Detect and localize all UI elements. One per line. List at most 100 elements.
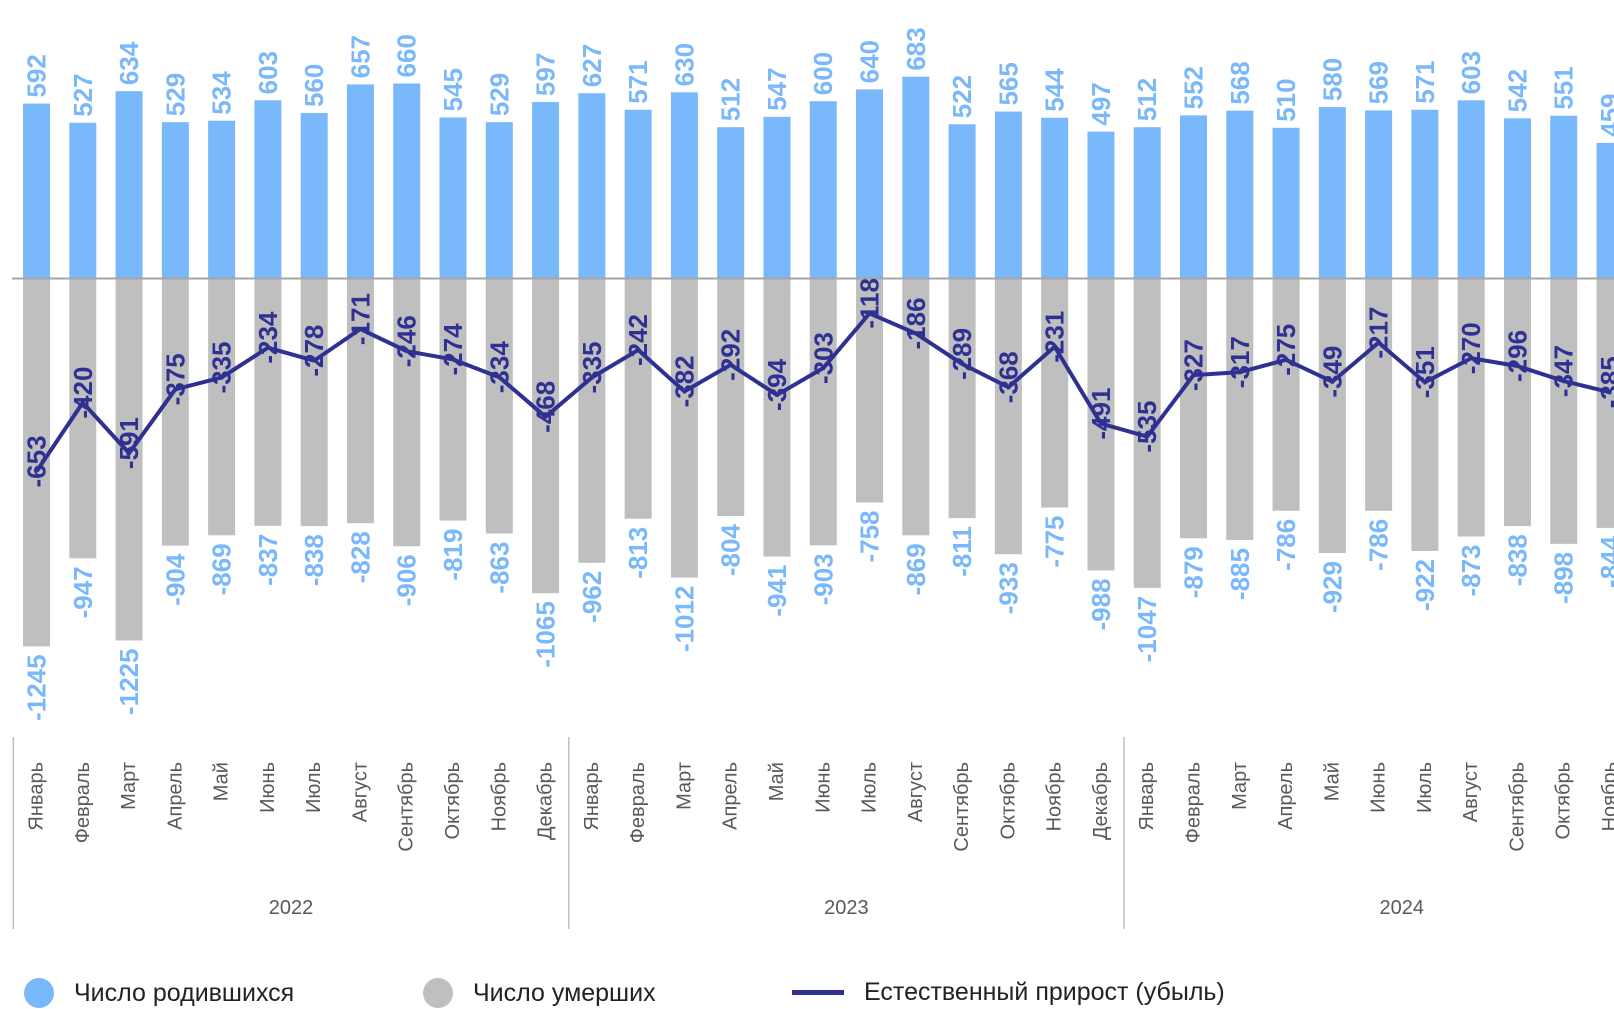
month-label: Апрель bbox=[1275, 762, 1297, 830]
birth-value-label: 534 bbox=[207, 71, 237, 115]
birth-value-label: 569 bbox=[1364, 61, 1394, 104]
birth-value-label: 545 bbox=[438, 68, 468, 111]
death-value-label: -775 bbox=[1040, 516, 1070, 568]
birth-value-label: 657 bbox=[345, 35, 375, 78]
death-bar bbox=[346, 278, 374, 524]
death-value-label: -933 bbox=[993, 562, 1023, 614]
death-value-label: -904 bbox=[160, 553, 190, 606]
death-bar bbox=[1365, 278, 1393, 511]
death-value-label: -819 bbox=[438, 529, 468, 581]
month-label: Февраль bbox=[72, 762, 94, 843]
net-value-label: -368 bbox=[993, 351, 1023, 403]
birth-value-label: 497 bbox=[1086, 82, 1116, 125]
legend-net-swatch bbox=[792, 990, 844, 995]
net-value-label: -275 bbox=[1271, 324, 1301, 376]
net-value-label: -420 bbox=[68, 367, 98, 419]
death-value-label: -898 bbox=[1549, 552, 1579, 604]
death-bar bbox=[948, 278, 976, 519]
birth-value-label: 459 bbox=[1595, 93, 1614, 136]
death-value-label: -1065 bbox=[531, 601, 561, 668]
death-bar bbox=[1318, 278, 1346, 554]
net-value-label: -278 bbox=[299, 325, 329, 377]
net-value-label: -535 bbox=[1132, 401, 1162, 453]
death-bar bbox=[1596, 278, 1614, 528]
birth-value-label: 529 bbox=[484, 73, 514, 116]
net-value-label: -351 bbox=[1410, 346, 1440, 398]
net-value-label: -468 bbox=[531, 381, 561, 433]
death-value-label: -947 bbox=[68, 566, 98, 618]
net-value-label: -327 bbox=[1179, 339, 1209, 391]
birth-value-label: 522 bbox=[947, 75, 977, 118]
year-label: 2024 bbox=[1380, 897, 1425, 919]
month-label: Сентябрь bbox=[1506, 762, 1528, 852]
month-label: Ноябрь bbox=[488, 762, 510, 831]
month-label: Август bbox=[905, 762, 927, 822]
month-label: Май bbox=[211, 762, 233, 801]
legend-deaths-swatch bbox=[423, 978, 453, 1008]
birth-bar bbox=[23, 103, 50, 279]
death-bar bbox=[532, 278, 560, 594]
birth-value-label: 640 bbox=[855, 40, 885, 83]
death-value-label: -1047 bbox=[1132, 596, 1162, 663]
death-bar bbox=[485, 278, 513, 534]
death-value-label: -804 bbox=[716, 524, 746, 577]
death-value-label: -863 bbox=[484, 542, 514, 594]
birth-bar bbox=[532, 102, 560, 279]
birth-value-label: 551 bbox=[1549, 66, 1579, 109]
month-label: Июль bbox=[859, 762, 881, 813]
birth-value-label: 544 bbox=[1040, 68, 1070, 112]
month-label: Июль bbox=[303, 762, 325, 813]
month-label: Июнь bbox=[1368, 762, 1390, 813]
month-label: Октябрь bbox=[997, 762, 1019, 840]
legend-item-net: Естественный прирост (убыль) bbox=[792, 978, 1225, 1007]
net-value-label: -591 bbox=[114, 417, 144, 469]
month-label: Март bbox=[673, 762, 695, 810]
legend-deaths-label: Число умерших bbox=[473, 978, 656, 1007]
net-value-label: -335 bbox=[577, 341, 607, 393]
birth-value-label: 571 bbox=[1410, 60, 1440, 103]
birth-bar bbox=[1087, 131, 1115, 279]
month-label: Май bbox=[1321, 762, 1343, 801]
death-value-label: -922 bbox=[1410, 559, 1440, 611]
legend-item-births: Число родившихся bbox=[24, 978, 294, 1008]
death-value-label: -838 bbox=[1502, 534, 1532, 586]
death-bar bbox=[393, 278, 421, 547]
legend: Число родившихся Число умерших Естествен… bbox=[0, 978, 1614, 1009]
birth-value-label: 603 bbox=[1456, 51, 1486, 94]
birth-bar bbox=[1180, 115, 1207, 279]
death-bar bbox=[1180, 278, 1207, 539]
month-label: Февраль bbox=[627, 762, 649, 843]
net-value-label: -118 bbox=[855, 278, 885, 329]
death-bar bbox=[578, 278, 606, 563]
death-value-label: -869 bbox=[901, 543, 931, 595]
birth-bar bbox=[393, 83, 421, 279]
birth-value-label: 597 bbox=[531, 53, 561, 96]
net-value-label: -242 bbox=[623, 314, 653, 366]
death-bar bbox=[439, 278, 467, 521]
death-bar bbox=[1550, 278, 1578, 544]
month-label: Август bbox=[1460, 762, 1482, 822]
death-value-label: -786 bbox=[1364, 519, 1394, 571]
birth-value-label: 552 bbox=[1179, 66, 1209, 109]
birth-value-label: 627 bbox=[577, 44, 607, 87]
death-bar bbox=[1041, 278, 1069, 508]
month-label: Сентябрь bbox=[951, 762, 973, 852]
year-label: 2023 bbox=[824, 897, 869, 919]
month-label: Ноябрь bbox=[1044, 762, 1066, 831]
death-bar bbox=[763, 278, 791, 557]
birth-bar bbox=[948, 124, 976, 279]
month-label: Март bbox=[1229, 762, 1251, 810]
death-bar bbox=[670, 278, 698, 578]
birth-value-label: 630 bbox=[669, 43, 699, 86]
death-value-label: -962 bbox=[577, 571, 607, 623]
birth-value-label: 565 bbox=[993, 62, 1023, 105]
death-value-label: -786 bbox=[1271, 519, 1301, 571]
death-bar bbox=[809, 278, 837, 546]
birth-bar bbox=[994, 111, 1022, 279]
net-value-label: -335 bbox=[207, 341, 237, 393]
death-bar bbox=[1503, 278, 1531, 527]
death-value-label: -1245 bbox=[22, 654, 52, 721]
net-value-label: -292 bbox=[716, 329, 746, 381]
death-bar bbox=[1411, 278, 1439, 551]
death-value-label: -879 bbox=[1179, 546, 1209, 598]
